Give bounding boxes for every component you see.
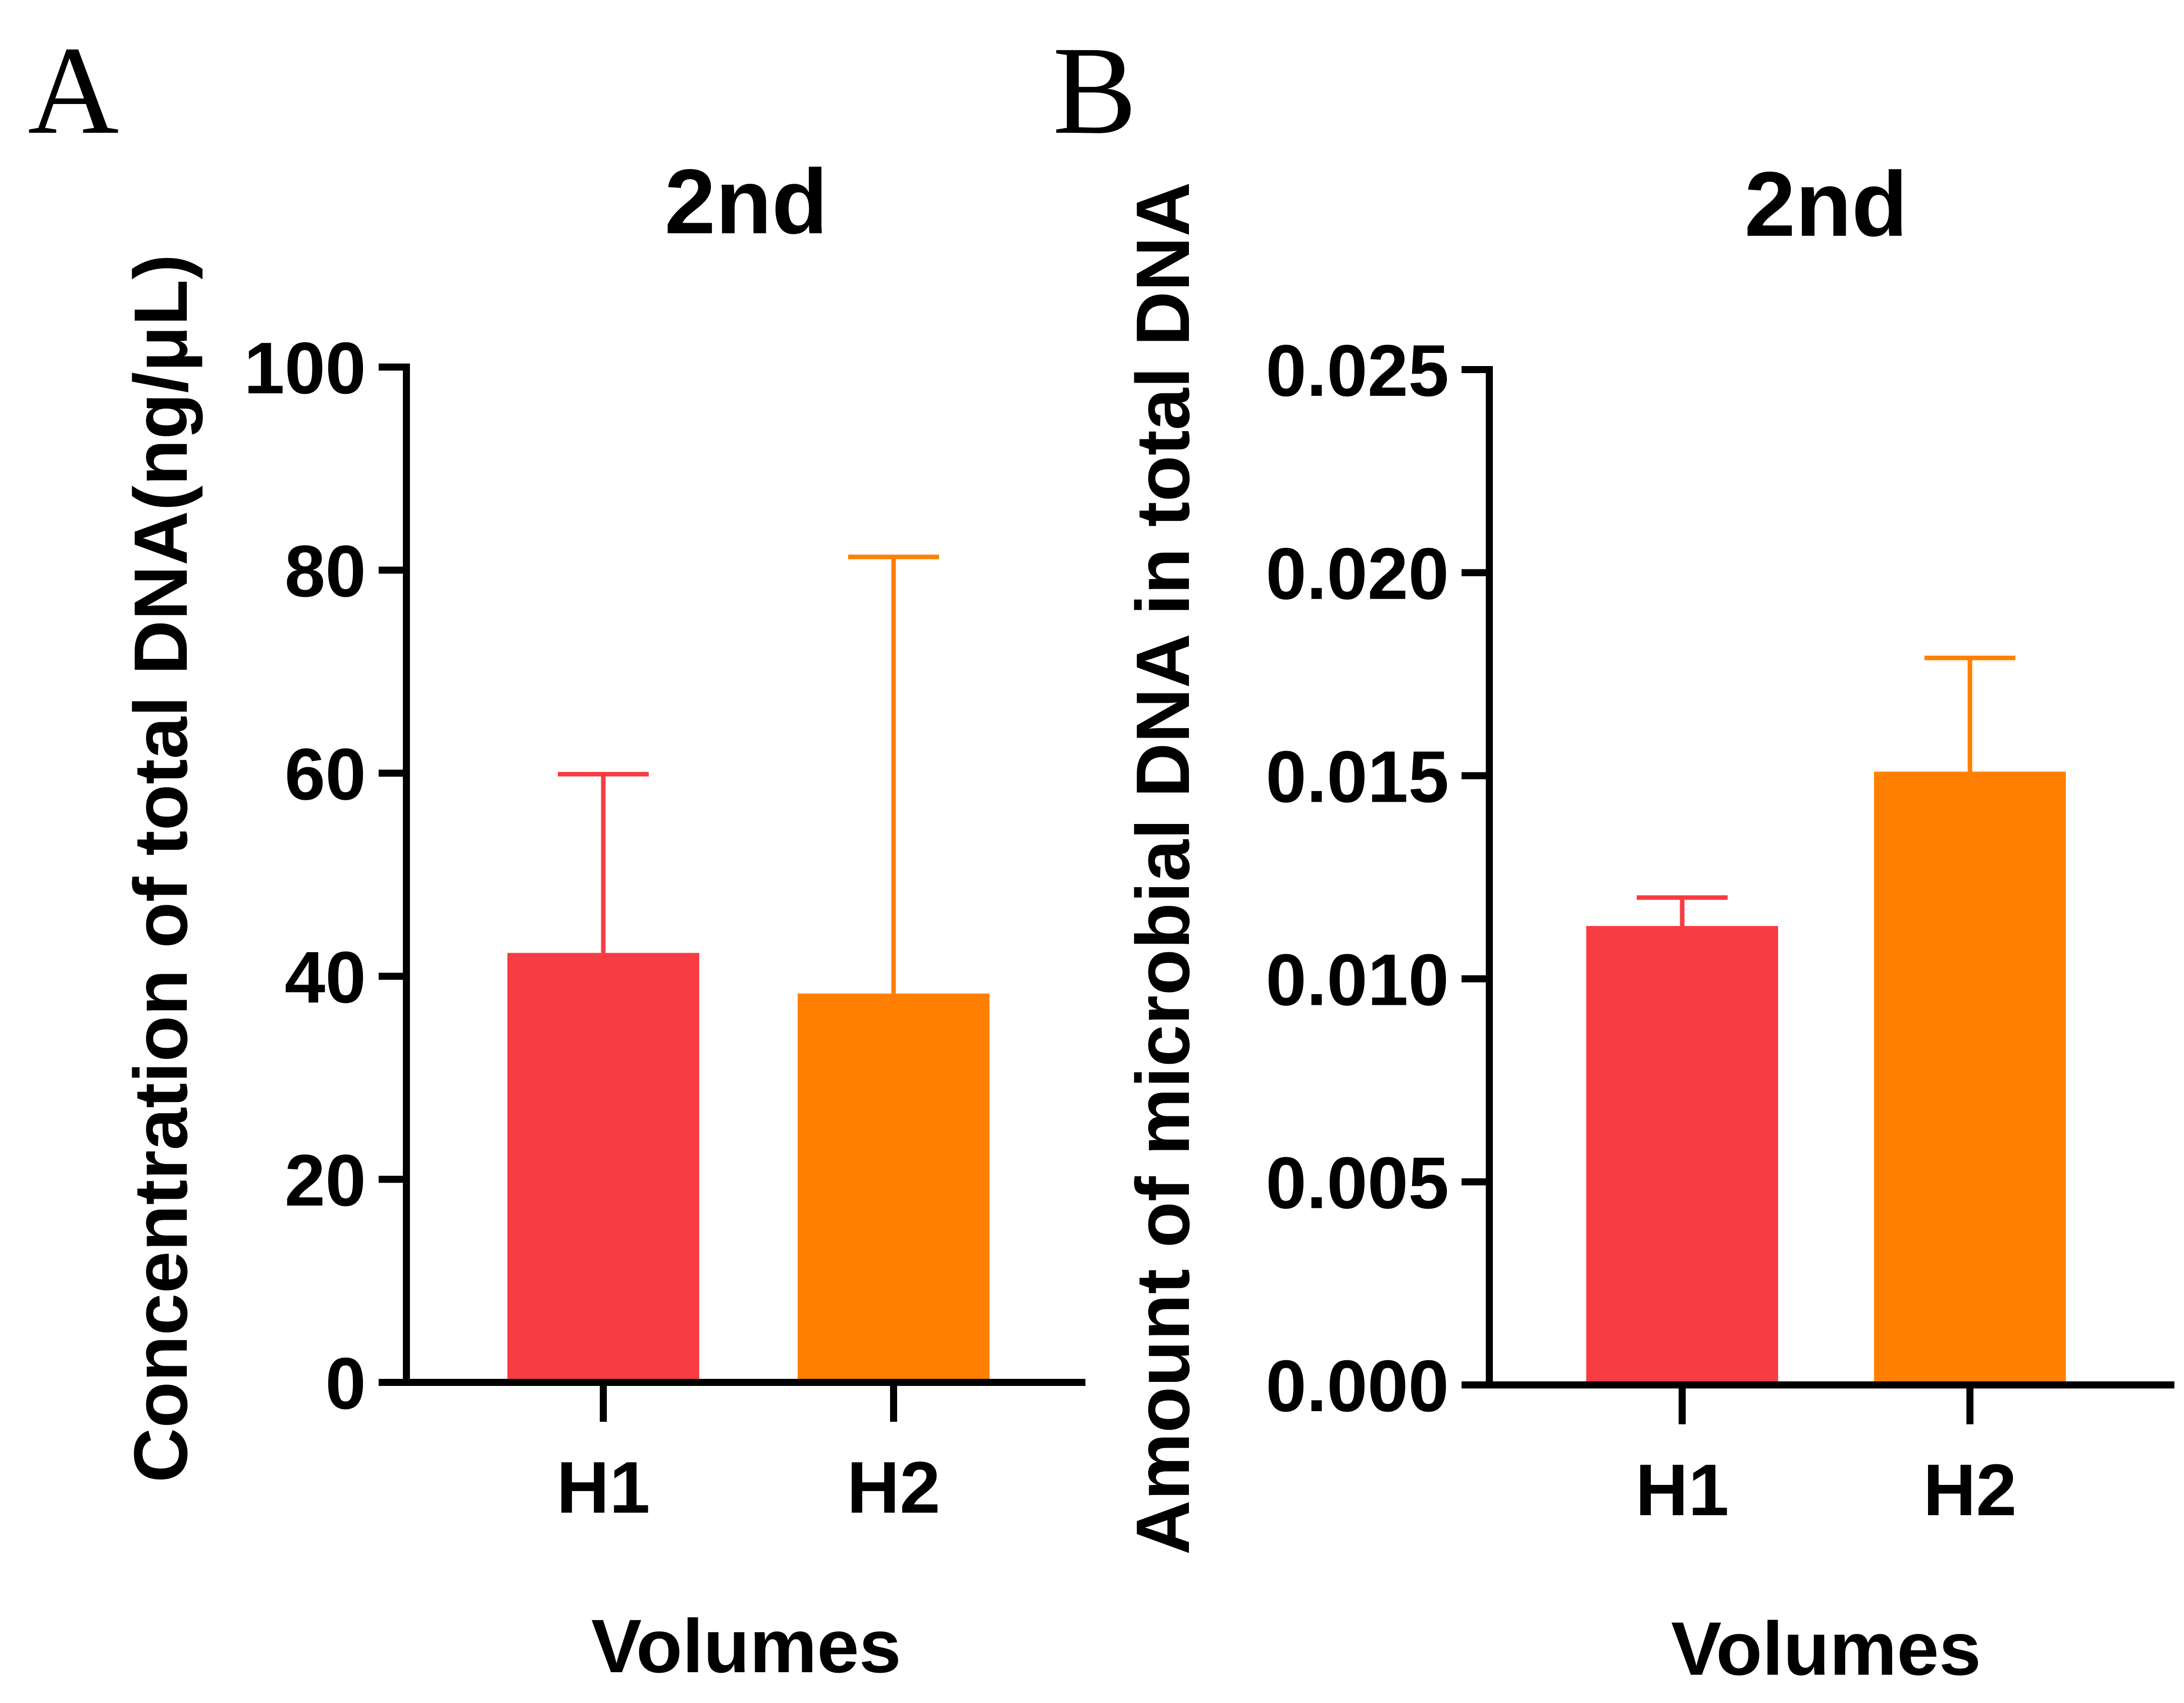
- x-tick-label: H2: [847, 1447, 940, 1528]
- y-tick-label: 0.010: [1266, 939, 1449, 1021]
- x-tick-label: H2: [1923, 1449, 2016, 1531]
- y-tick-label: 0.015: [1266, 736, 1449, 817]
- chart-title: 2nd: [1744, 152, 1908, 255]
- panel-label-b: B: [1053, 21, 1137, 161]
- y-tick-label: 0.020: [1266, 533, 1449, 614]
- y-tick-label: 0.025: [1266, 330, 1449, 411]
- bar-h2: [1874, 771, 2066, 1385]
- y-tick-label: 0.005: [1266, 1142, 1449, 1224]
- bar-h1: [507, 953, 699, 1382]
- y-tick-label: 20: [285, 1140, 366, 1221]
- y-axis-title: Amount of microbial DNA in total DNA: [1120, 182, 1205, 1555]
- x-axis-title: Volumes: [1671, 1606, 1981, 1691]
- bar-chart-a: 2nd 0 20 40 60 80 100 H1 H2 Volumes Concentration …: [118, 150, 1085, 1688]
- x-tick-label: H1: [1635, 1449, 1729, 1531]
- y-tick-label: 80: [285, 530, 366, 612]
- bar-h2: [798, 993, 990, 1382]
- x-axis-title: Volumes: [591, 1604, 901, 1688]
- panel-label-a: A: [28, 21, 119, 161]
- y-tick-label: 40: [285, 937, 366, 1018]
- chart-title: 2nd: [664, 150, 828, 253]
- y-tick-label: 100: [244, 327, 366, 409]
- y-tick-label: 0: [325, 1343, 366, 1424]
- x-tick-label: H1: [556, 1447, 650, 1528]
- y-tick-label: 60: [285, 733, 366, 815]
- bar-h1: [1586, 926, 1778, 1385]
- y-tick-label: 0.000: [1266, 1345, 1449, 1427]
- y-axis-title: Concentration of total DNA(ng/μL): [118, 254, 203, 1482]
